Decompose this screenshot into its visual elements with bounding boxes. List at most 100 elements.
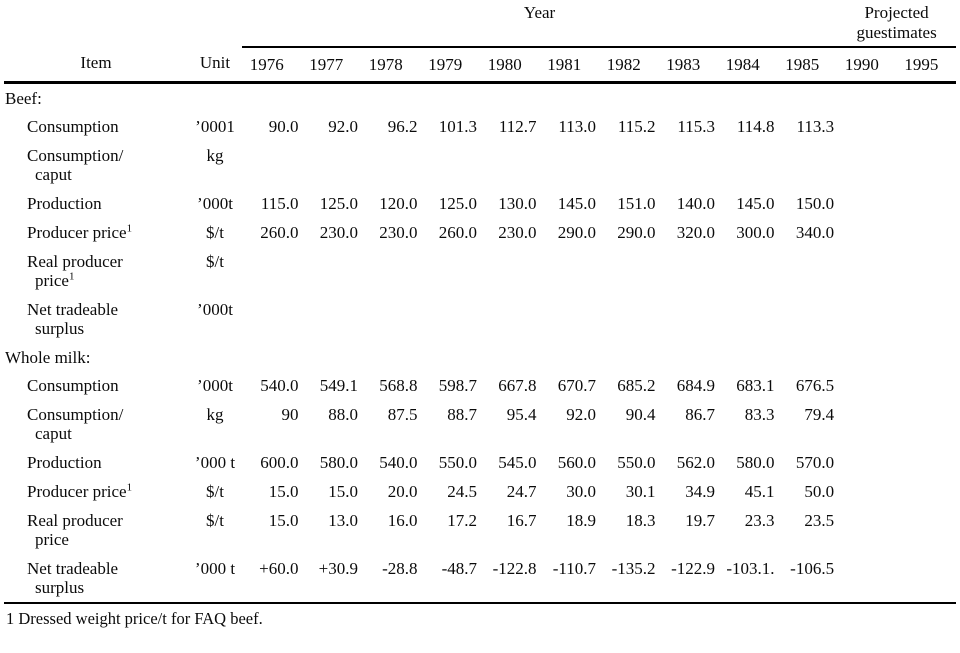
row-value <box>897 506 957 554</box>
row-value: 550.0 <box>438 453 477 472</box>
footnote-marker: 1 <box>68 270 75 283</box>
row-value: 16.0 <box>387 511 418 530</box>
row-item-label: Consumption <box>4 371 188 400</box>
row-value: 24.5 <box>447 482 477 501</box>
item-label-line1: Consumption <box>27 117 119 136</box>
table-row: Real producer price $/t 15.0 13.0 16.0 17.2 16.… <box>4 506 956 554</box>
row-unit: $/t <box>206 223 224 242</box>
row-value: 340.0 <box>795 223 835 242</box>
col-header-1982: 1982 <box>606 55 641 74</box>
row-value: 667.8 <box>498 376 537 395</box>
row-value: 560.0 <box>557 453 596 472</box>
row-value <box>659 247 719 295</box>
item-label-line1: Production <box>27 194 102 213</box>
row-value: 290.0 <box>557 223 596 242</box>
row-value <box>599 141 659 189</box>
table-row: Consumption/caput kg 90 88.0 87.5 88.7 95.4 92.… <box>4 400 956 448</box>
item-label-line2: surplus <box>35 578 85 597</box>
row-value <box>897 371 957 400</box>
row-value <box>778 247 838 295</box>
row-value: 90 <box>281 405 299 424</box>
item-label-line1: Consumption/ <box>27 146 124 165</box>
row-value: 580.0 <box>736 453 775 472</box>
row-value: 20.0 <box>387 482 418 501</box>
footnote-marker: 1 <box>126 481 133 494</box>
row-item-label: Production <box>4 448 188 477</box>
row-value <box>897 141 957 189</box>
row-value: 540.0 <box>260 376 299 395</box>
row-value: 88.7 <box>447 405 477 424</box>
row-value: 562.0 <box>676 453 715 472</box>
row-value <box>659 141 719 189</box>
row-value <box>897 189 957 218</box>
row-value <box>837 371 897 400</box>
item-label-line1: Consumption/ <box>27 405 124 424</box>
row-value <box>837 477 897 506</box>
row-value: 45.1 <box>744 482 775 501</box>
row-value <box>837 141 897 189</box>
item-label-line2: caput <box>35 424 72 443</box>
row-value: -106.5 <box>790 559 835 578</box>
row-value <box>897 554 957 603</box>
row-value: 130.0 <box>498 194 537 213</box>
row-value: 151.0 <box>617 194 656 213</box>
row-value: 545.0 <box>498 453 537 472</box>
row-value <box>540 247 600 295</box>
row-value: -135.2 <box>611 559 656 578</box>
row-value <box>242 295 302 343</box>
row-unit: kg <box>206 405 224 424</box>
row-item-label: Consumption <box>4 112 188 141</box>
footnote: 1 Dressed weight price/t for FAQ beef. <box>6 609 263 628</box>
item-label-line2: price1 <box>35 270 75 290</box>
footnote-marker: 1 <box>126 222 133 235</box>
row-value: 540.0 <box>379 453 418 472</box>
row-value: 676.5 <box>795 376 835 395</box>
row-value: +30.9 <box>318 559 358 578</box>
col-header-item: Item <box>80 53 112 72</box>
row-value: 79.4 <box>804 405 835 424</box>
row-value <box>897 448 957 477</box>
row-unit: ’000t <box>197 376 233 395</box>
col-group-year: Year <box>242 2 838 48</box>
row-unit: ’000t <box>197 300 233 319</box>
row-unit: kg <box>206 146 224 165</box>
row-value <box>480 141 540 189</box>
row-value: +60.0 <box>259 559 299 578</box>
row-value: -110.7 <box>552 559 596 578</box>
row-value: 140.0 <box>676 194 715 213</box>
row-value: 13.0 <box>328 511 358 530</box>
row-value: 145.0 <box>557 194 596 213</box>
table-row: Consumption ’000t 540.0 549.1 568.8 598.7 667.… <box>4 371 956 400</box>
row-value <box>837 554 897 603</box>
row-value <box>599 247 659 295</box>
row-item-label: Producer price1 <box>4 218 188 247</box>
item-label-line1: Real producer <box>27 511 123 530</box>
group-header-row: Item Unit Year Projected guestimates <box>4 2 957 72</box>
row-value: 34.9 <box>685 482 715 501</box>
item-label-line1: Real producer <box>27 252 123 271</box>
item-label-line1: Producer price1 <box>27 481 133 501</box>
row-value: 18.3 <box>625 511 656 530</box>
item-label-line1: Net tradeable <box>27 300 119 319</box>
row-value: 15.0 <box>268 482 299 501</box>
row-value: 125.0 <box>438 194 477 213</box>
row-value: 112.7 <box>498 117 537 136</box>
row-value <box>837 247 897 295</box>
row-value <box>361 141 421 189</box>
row-value: 30.1 <box>625 482 656 501</box>
row-item-label: Producer price1 <box>4 477 188 506</box>
row-value: 87.5 <box>387 405 418 424</box>
row-value: 570.0 <box>795 453 835 472</box>
row-item-label: Consumption/caput <box>4 141 188 189</box>
row-value: 115.2 <box>617 117 656 136</box>
item-label-line1: Production <box>27 453 102 472</box>
row-value <box>897 247 957 295</box>
table-row: Consumption ’0001 90.0 92.0 96.2 101.3 112.7 11… <box>4 112 956 141</box>
row-value <box>242 141 302 189</box>
row-value: 83.3 <box>744 405 775 424</box>
row-value <box>361 247 421 295</box>
row-value: 683.1 <box>736 376 775 395</box>
col-header-1979: 1979 <box>428 55 463 74</box>
row-value: 549.1 <box>319 376 358 395</box>
row-value: 86.7 <box>685 405 715 424</box>
